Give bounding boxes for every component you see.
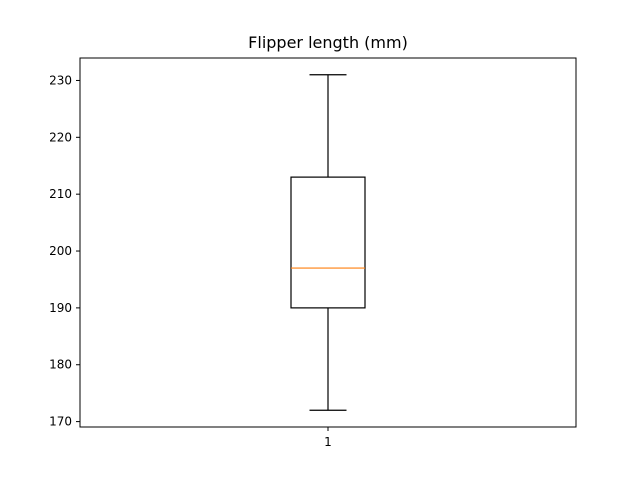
y-tick-label: 180 — [49, 358, 72, 372]
x-tick-label: 1 — [324, 435, 332, 449]
plot-area — [290, 74, 366, 411]
y-tick-label: 190 — [49, 301, 72, 315]
y-tick-label: 220 — [49, 130, 72, 144]
y-tick-label: 210 — [49, 187, 72, 201]
chart-title: Flipper length (mm) — [248, 33, 408, 52]
y-tick-label: 200 — [49, 244, 72, 258]
y-axis: 170 180 190 200 210 220 230 — [49, 73, 80, 429]
y-tick-label: 230 — [49, 73, 72, 87]
x-axis: 1 — [324, 427, 332, 449]
axes-frame — [79, 57, 577, 428]
box-iqr — [290, 176, 366, 309]
y-tick-label: 170 — [49, 415, 72, 429]
